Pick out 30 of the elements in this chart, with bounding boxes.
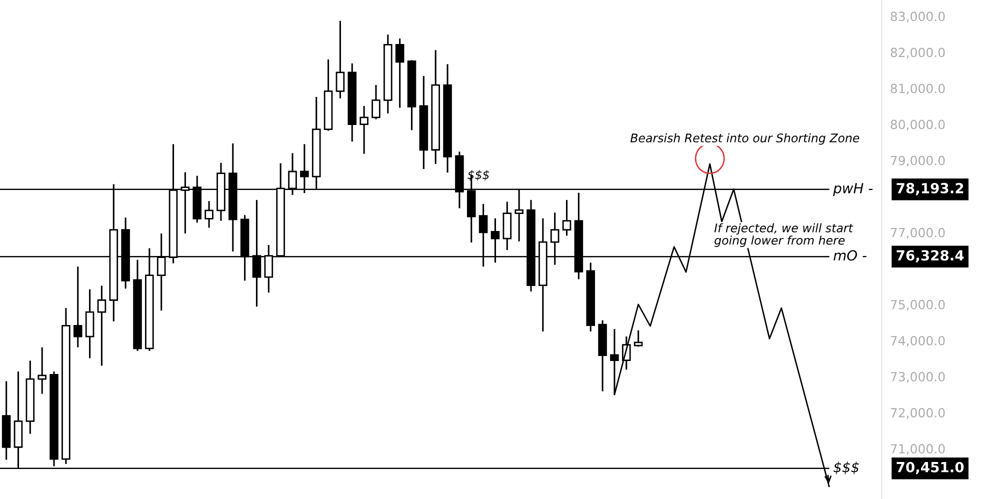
candlestick [38,346,46,395]
candlestick [360,105,368,155]
y-tick-label: 81,000.0 [890,84,945,94]
y-tick-label: 73,000.0 [890,372,945,383]
y-tick-label: 83,000.0 [890,12,945,22]
candlestick [395,38,404,108]
annotation: $$$ [468,170,489,181]
ref-line-label: mO - [834,250,866,261]
y-tick-label: 77,000.0 [890,228,945,239]
y-tick-label: 82,000.0 [890,48,945,58]
candlestick [336,20,345,100]
y-tick-label: 74,000.0 [890,336,945,347]
y-tick-label: 79,000.0 [890,156,945,167]
candlestick [562,199,572,236]
annotation: If rejected, we will start going lower from here [714,223,854,248]
candlestick [372,84,380,120]
candlestick [634,330,643,348]
ref-line-label: $$$ [834,462,859,474]
y-tick-label: 75,000.0 [890,300,945,311]
candlestick [204,200,214,228]
text: 70,451.0 [896,462,964,474]
y-tick-label: 71,000.0 [890,444,945,455]
text: 76,328.4 [896,250,964,262]
ref-line-label: pwH - [833,183,873,196]
y-tick-label: 80,000.0 [890,120,945,130]
text: 78,193.2 [896,182,964,196]
y-tick-label: 72,000.0 [890,408,945,419]
candlestick [97,284,106,366]
candlestick [73,266,82,348]
annotation: Bearsish Retest into our Shorting Zone [630,133,860,145]
